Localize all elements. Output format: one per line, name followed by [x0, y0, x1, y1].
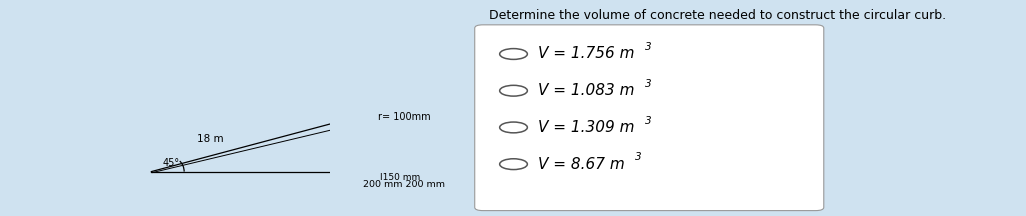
Text: 3: 3 [645, 42, 652, 52]
Text: I150 mm: I150 mm [380, 173, 420, 182]
Text: 3: 3 [635, 152, 642, 162]
Text: 200 mm 200 mm: 200 mm 200 mm [363, 180, 445, 189]
Text: 3: 3 [645, 116, 652, 125]
Text: Determine the volume of concrete needed to construct the circular curb.: Determine the volume of concrete needed … [488, 9, 946, 22]
Text: r= 100mm: r= 100mm [379, 112, 431, 122]
Text: V = 1.083 m: V = 1.083 m [539, 83, 635, 98]
Text: 3: 3 [645, 79, 652, 89]
Text: 45°: 45° [162, 158, 180, 168]
Polygon shape [346, 118, 377, 172]
FancyBboxPatch shape [475, 25, 824, 211]
Text: 18 m: 18 m [197, 134, 224, 144]
Polygon shape [364, 172, 377, 178]
Text: V = 8.67 m: V = 8.67 m [539, 157, 625, 172]
Text: V = 1.309 m: V = 1.309 m [539, 120, 635, 135]
Text: V = 1.756 m: V = 1.756 m [539, 46, 635, 62]
